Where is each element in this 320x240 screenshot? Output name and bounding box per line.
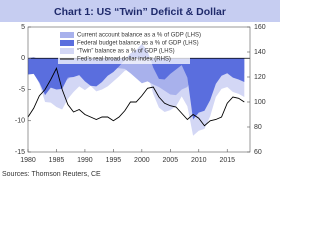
y-tick-label: 0 [21, 55, 25, 62]
header-bar [0, 0, 280, 22]
y2-tick-label: 80 [254, 124, 262, 131]
legend-label: Current account balance as a % of GDP (L… [77, 33, 201, 39]
legend-label: Federal budget balance as a % of GDP (LH… [77, 41, 199, 47]
x-tick-label: 1980 [20, 157, 36, 164]
x-tick-label: 2005 [163, 157, 179, 164]
chart-title: Chart 1: US “Twin” Deficit & Dollar [54, 6, 226, 18]
x-tick-label: 1990 [77, 157, 93, 164]
y2-tick-label: 60 [254, 149, 262, 156]
x-tick-label: 1995 [106, 157, 122, 164]
legend-label: Fed’s real broad dollar index (RHS) [77, 57, 171, 63]
y-tick-label: -5 [19, 86, 25, 93]
x-tick-label: 2010 [191, 157, 207, 164]
x-tick-label: 2015 [219, 157, 235, 164]
y-tick-label: -15 [15, 149, 25, 156]
legend-swatch [60, 40, 74, 46]
y2-tick-label: 140 [254, 49, 266, 56]
y2-tick-label: 160 [254, 24, 266, 31]
legend-swatch [60, 48, 74, 54]
line [27, 66, 245, 127]
chart: Chart 1: US “Twin” Deficit & Dollar Sour… [0, 0, 280, 178]
x-tick-label: 2000 [134, 157, 150, 164]
y-tick-label: 5 [21, 24, 25, 31]
x-tick-label: 1985 [49, 157, 65, 164]
y2-tick-label: 120 [254, 74, 266, 81]
source: Sources: Thomson Reuters, CE [2, 171, 101, 178]
legend-swatch [60, 32, 74, 38]
y2-tick-label: 100 [254, 99, 266, 106]
legend-box [58, 30, 190, 64]
legend-label: “Twin” balance as a % of GDP (LHS) [77, 49, 175, 55]
y-tick-label: -10 [15, 118, 25, 125]
